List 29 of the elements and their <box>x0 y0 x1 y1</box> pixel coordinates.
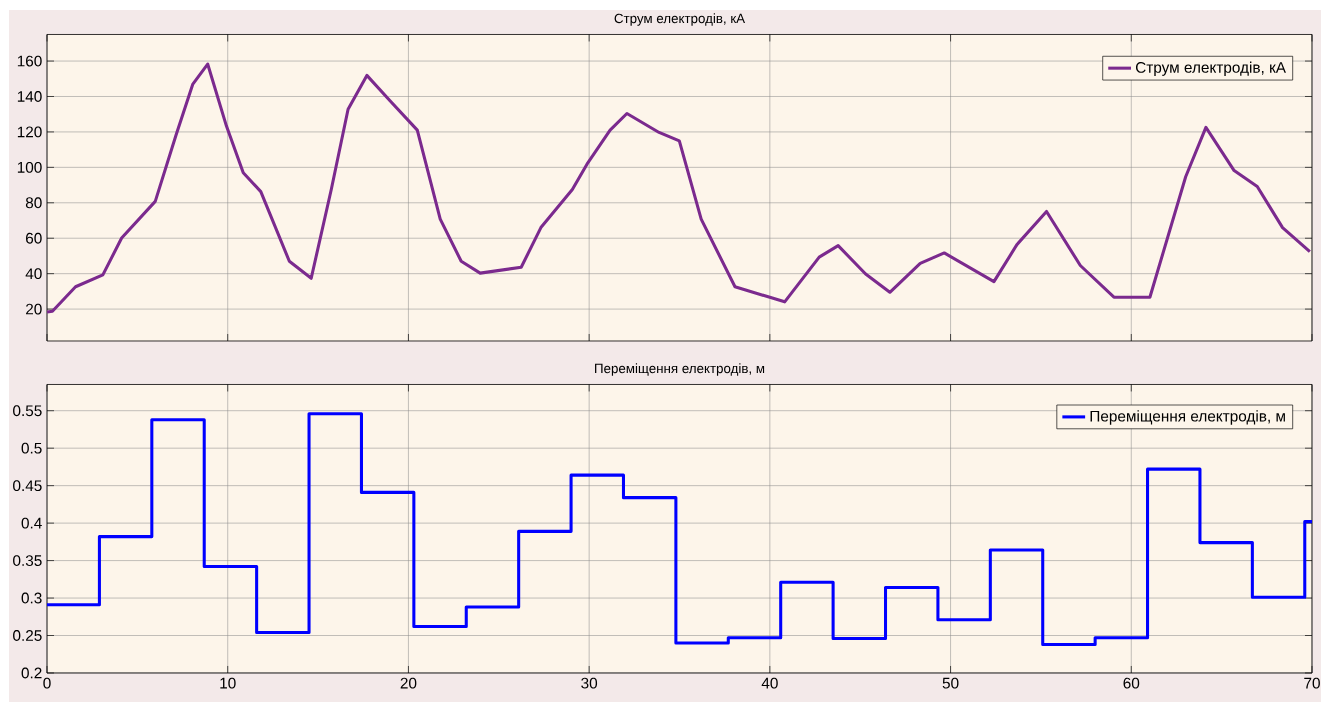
y-tick-label: 100 <box>17 161 42 173</box>
line-series <box>47 62 1312 314</box>
y-tick-label: 0.55 <box>13 405 42 417</box>
x-tick-label: 20 <box>400 677 417 689</box>
y-tick-label: 0.4 <box>21 517 42 529</box>
x-tick-label: 70 <box>1304 677 1320 689</box>
legend-label: Струм електродів, кА <box>1135 61 1286 76</box>
y-tick-label: 120 <box>17 126 42 138</box>
y-tick-label: 0.2 <box>21 667 42 679</box>
x-tick-label: 30 <box>581 677 598 689</box>
chart-title: Переміщення електродів, м <box>595 363 765 376</box>
y-tick-label: 80 <box>25 197 42 209</box>
legend-label: Переміщення електродів, м <box>1090 410 1285 425</box>
y-tick-label: 0.25 <box>13 630 42 641</box>
x-tick-label: 60 <box>1123 677 1140 689</box>
chart-title: Струм електродів, кА <box>614 13 746 26</box>
y-tick-label: 0.45 <box>13 480 42 492</box>
y-tick-label: 0.35 <box>13 555 42 566</box>
x-tick-label: 40 <box>761 677 778 689</box>
x-tick-label: 10 <box>220 677 236 689</box>
y-tick-label: 0.3 <box>21 592 42 604</box>
y-tick-label: 40 <box>25 268 42 280</box>
y-tick-label: 140 <box>17 91 42 102</box>
x-tick-label: 50 <box>942 677 959 689</box>
y-tick-label: 60 <box>26 232 42 244</box>
y-tick-label: 0.5 <box>21 442 42 454</box>
x-tick-label: 0 <box>43 677 51 689</box>
y-tick-label: 160 <box>17 55 42 67</box>
y-tick-label: 20 <box>26 303 42 315</box>
